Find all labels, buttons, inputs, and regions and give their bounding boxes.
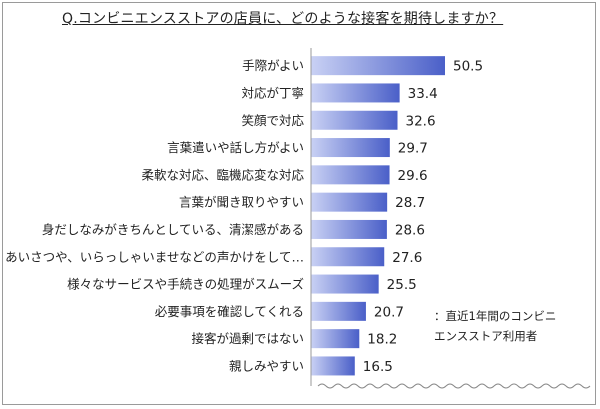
category-label-2: 対応が丁寧 xyxy=(241,85,304,100)
bar-5 xyxy=(311,165,390,185)
bars-layer: 手際がよい 50.5 対応が丁寧 33.4 笑顔で対応 32.6 言葉遣いや話し方がよい 29… xyxy=(5,56,483,376)
value-label-2: 33.4 xyxy=(408,86,438,102)
value-label-8: 27.6 xyxy=(392,250,422,266)
bar-4 xyxy=(311,138,390,158)
value-label-12: 16.5 xyxy=(363,359,393,375)
value-label-11: 18.2 xyxy=(367,332,397,348)
bar-6 xyxy=(311,192,388,212)
bar-3 xyxy=(311,110,398,130)
bar-10 xyxy=(311,301,366,321)
value-label-9: 25.5 xyxy=(387,277,417,293)
value-label-3: 32.6 xyxy=(406,113,436,129)
respondent-note: ：直近1年間のコンビニ エンスストア利用者 xyxy=(434,306,584,346)
category-label-5: 柔軟な対応、臨機応変な対応 xyxy=(141,167,304,182)
category-label-11: 接客が過剰ではない xyxy=(191,331,304,346)
value-label-5: 29.6 xyxy=(398,168,428,184)
bar-12 xyxy=(311,356,355,376)
value-label-1: 50.5 xyxy=(453,59,483,75)
bar-2 xyxy=(311,83,400,103)
bar-1 xyxy=(311,56,445,76)
note-line-2: エンスストア利用者 xyxy=(434,329,538,343)
category-label-1: 手際がよい xyxy=(242,58,304,73)
value-label-7: 28.6 xyxy=(395,222,425,238)
chart-title: Q.コンビニエンスストアの店員に、どのような接客を期待しますか？ xyxy=(62,11,504,27)
category-label-12: 親しみやすい xyxy=(229,358,304,373)
category-label-10: 必要事項を確認してくれる xyxy=(155,304,304,319)
value-label-10: 20.7 xyxy=(374,304,404,320)
axis-break-line xyxy=(317,383,591,389)
category-label-8: あいさつや、いらっしゃいませなどの声かけをして… xyxy=(5,249,304,264)
chart-frame xyxy=(2,2,596,405)
category-label-6: 言葉が聞き取りやすい xyxy=(179,195,304,210)
bar-7 xyxy=(311,219,387,239)
category-label-4: 言葉遣いや話し方がよい xyxy=(167,140,304,155)
bar-9 xyxy=(311,274,379,294)
category-label-9: 様々なサービスや手続きの処理がスムーズ xyxy=(67,277,304,292)
note-line-1: ：直近1年間のコンビニ xyxy=(434,309,557,323)
value-label-4: 29.7 xyxy=(398,141,428,157)
category-label-7: 身だしなみがきちんとしている、清潔感がある xyxy=(42,222,304,237)
bar-11 xyxy=(311,329,360,349)
value-label-6: 28.7 xyxy=(395,195,425,211)
bar-8 xyxy=(311,247,385,267)
category-label-3: 笑顔で対応 xyxy=(241,113,304,128)
